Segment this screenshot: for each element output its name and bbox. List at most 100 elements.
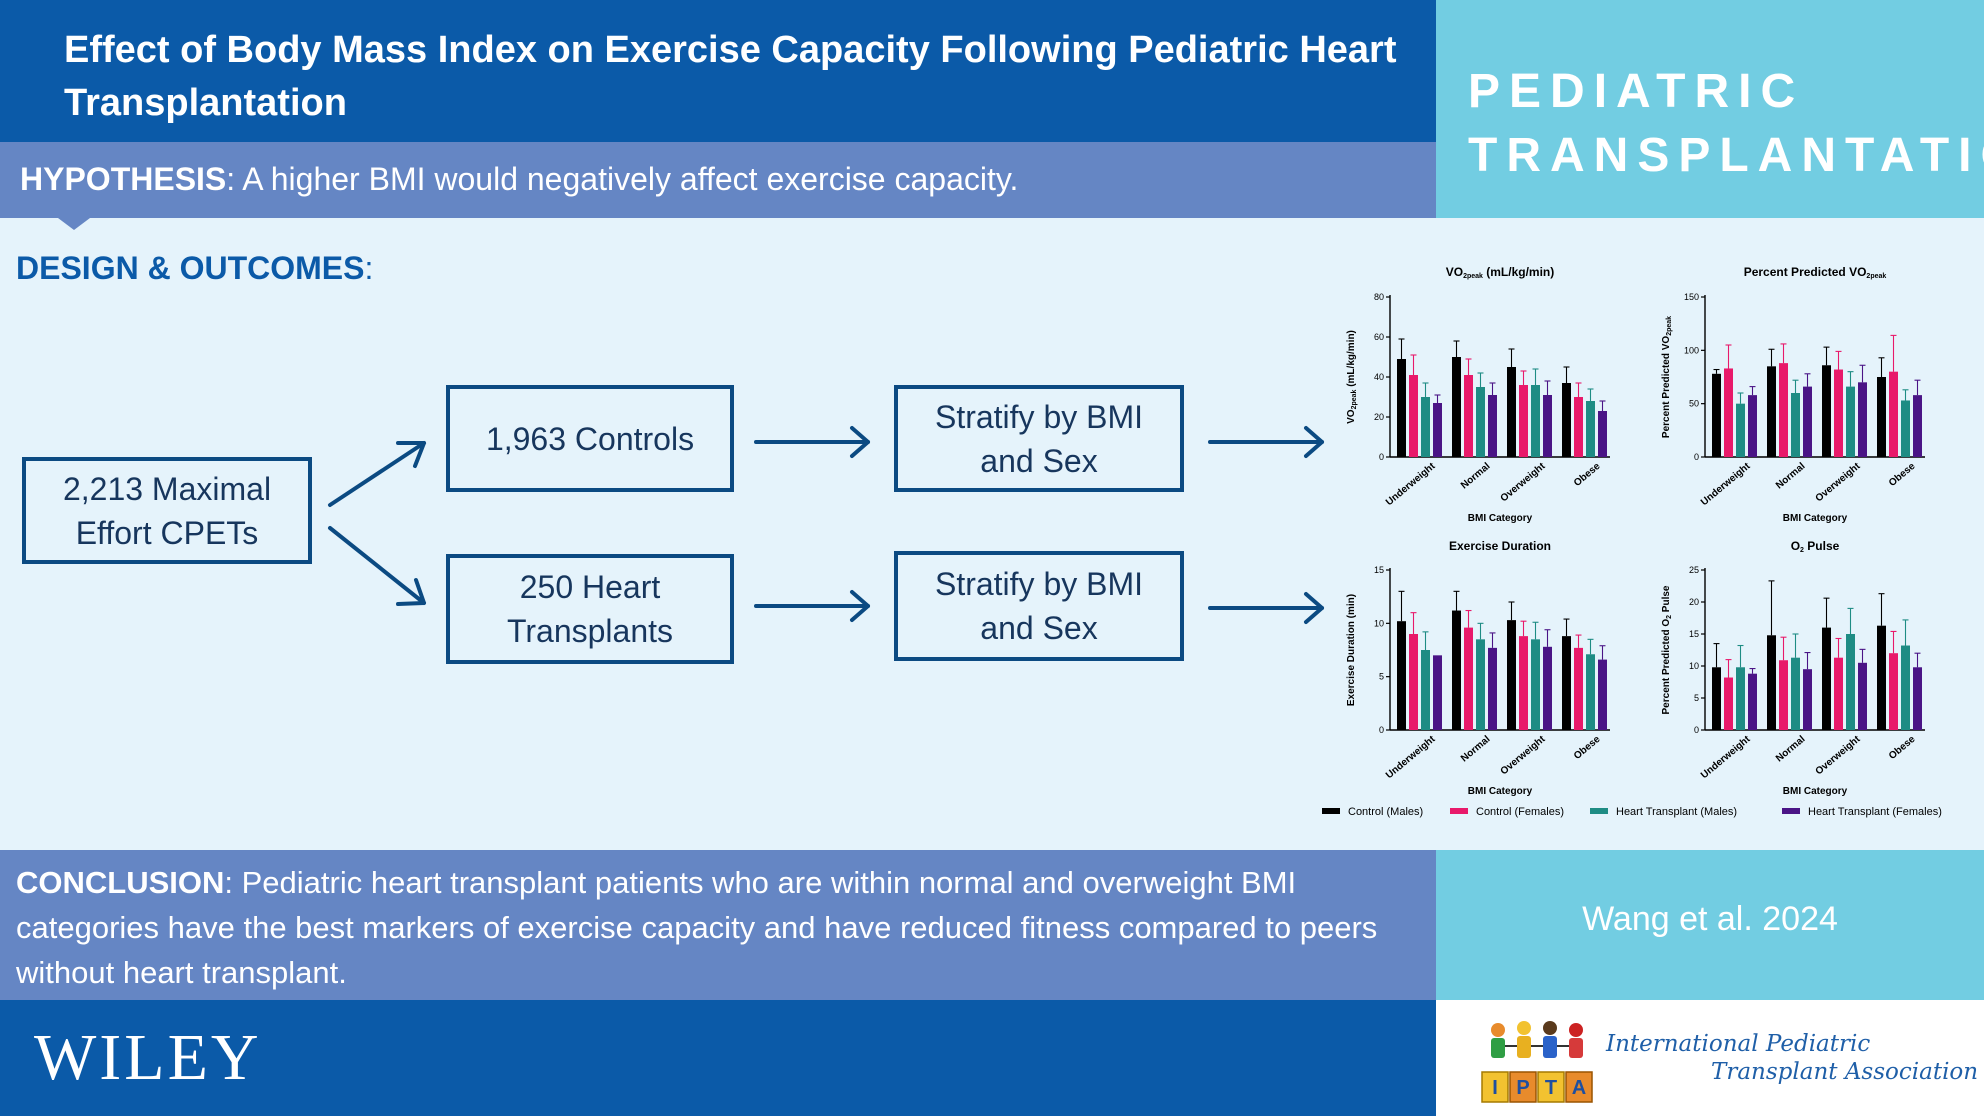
y-tick-label: 5 <box>1379 672 1384 682</box>
chart-3-title: Exercise Duration <box>1449 539 1551 553</box>
y-tick-label: 0 <box>1694 725 1699 735</box>
hypothesis-band: HYPOTHESIS: A higher BMI would negativel… <box>0 142 1436 218</box>
bar <box>1421 397 1430 457</box>
y-tick-label: 0 <box>1379 452 1384 462</box>
chart-3: Exercise Duration 0 5 10 15 Exercise Duration… <box>1346 539 1610 797</box>
ipta-letter-t: T <box>1545 1077 1557 1099</box>
page-title: Effect of Body Mass Index on Exercise Ca… <box>64 29 1397 124</box>
x-tick-label: Overweight <box>1814 460 1863 504</box>
ipta-blocks-icon <box>1481 1071 1593 1103</box>
journal-name-line2: TRANSPLANTATION <box>1468 129 1984 182</box>
y-tick-label: 40 <box>1374 372 1384 382</box>
bar <box>1574 397 1583 457</box>
bar <box>1846 634 1855 730</box>
legend-label: Control (Males) <box>1348 806 1423 818</box>
bar <box>1791 657 1800 730</box>
hypothesis-label: HYPOTHESIS <box>20 161 227 197</box>
bar <box>1421 650 1430 730</box>
design-label: DESIGN & OUTCOMES <box>16 250 365 286</box>
cpets-box: 2,213 Maximal Effort CPETs <box>22 457 312 564</box>
legend-label: Heart Transplant (Males) <box>1616 806 1737 818</box>
bar <box>1913 667 1922 730</box>
transplants-box-label: 250 Heart Transplants <box>507 569 673 649</box>
bar <box>1464 627 1473 730</box>
bar <box>1598 411 1607 457</box>
y-tick-label: 5 <box>1694 693 1699 703</box>
hypothesis-notch <box>58 218 90 230</box>
bar <box>1433 403 1442 457</box>
chart-1: VO2peak (mL/kg/min) 0 20 40 60 80 VO2peak (mL/… <box>1346 265 1610 524</box>
citation-text: Wang et al. 2024 <box>1582 900 1838 938</box>
chart-4-title: O2 Pulse <box>1791 539 1840 554</box>
bar <box>1574 647 1583 730</box>
bar <box>1476 639 1485 730</box>
legend-label: Heart Transplant (Females) <box>1808 806 1942 818</box>
design-outcomes-heading: DESIGN & OUTCOMES: <box>16 250 373 287</box>
bar <box>1767 366 1776 457</box>
y-tick-label: 150 <box>1684 292 1699 302</box>
stratify-box-controls: Stratify by BMI and Sex <box>894 385 1184 492</box>
legend-swatch <box>1782 808 1800 814</box>
bar <box>1822 627 1831 730</box>
y-tick-label: 25 <box>1689 565 1699 575</box>
conclusion-label: CONCLUSION <box>16 865 225 900</box>
y-tick-label: 0 <box>1694 452 1699 462</box>
x-tick-label: Obese <box>1572 461 1603 489</box>
bar <box>1791 393 1800 457</box>
bar <box>1858 382 1867 457</box>
ipta-letter-a: A <box>1572 1077 1586 1099</box>
bar <box>1803 386 1812 457</box>
y-tick-label: 20 <box>1689 597 1699 607</box>
ipta-kids-icon <box>1491 1021 1583 1058</box>
bar <box>1779 660 1788 730</box>
bar <box>1858 662 1867 730</box>
x-tick-label: Obese <box>1887 461 1918 489</box>
bar <box>1889 653 1898 730</box>
bar <box>1464 375 1473 457</box>
y-tick-label: 50 <box>1689 399 1699 409</box>
chart-2-title: Percent Predicted VO2peak <box>1744 265 1887 280</box>
x-tick-label: Underweight <box>1384 460 1438 508</box>
bar <box>1543 646 1552 730</box>
x-tick-label: Obese <box>1572 734 1603 762</box>
x-tick-label: Obese <box>1887 734 1918 762</box>
chart-4-x-label: BMI Category <box>1783 786 1848 797</box>
arrow-stratify-to-charts-bottom <box>1208 592 1324 624</box>
arrow-controls-to-stratify <box>754 426 870 458</box>
chart-legend: Control (Males) Control (Females) Heart Tr… <box>1322 806 1942 818</box>
association-band: I P T A International Pediatric Transpla… <box>1436 1000 1984 1116</box>
legend-swatch <box>1590 808 1608 814</box>
journal-name: PEDIATRIC TRANSPLANTATION <box>1468 60 1984 188</box>
bar <box>1736 403 1745 457</box>
results-charts: VO2peak (mL/kg/min) 0 20 40 60 80 VO2peak (mL/… <box>1322 265 1942 818</box>
bar <box>1507 367 1516 457</box>
bar <box>1452 610 1461 730</box>
bar <box>1724 677 1733 730</box>
bar <box>1409 634 1418 730</box>
hypothesis-body: : A higher BMI would negatively affect e… <box>226 161 1019 197</box>
bar <box>1562 383 1571 457</box>
conclusion-body: : Pediatric heart transplant patients wh… <box>16 865 1378 990</box>
journal-name-line1: PEDIATRIC <box>1468 65 1805 118</box>
bar <box>1712 373 1721 457</box>
chart-2-x-label: BMI Category <box>1783 513 1848 524</box>
y-tick-label: 10 <box>1689 661 1699 671</box>
x-tick-label: Overweight <box>1499 733 1548 777</box>
chart-1-x-label: BMI Category <box>1468 513 1533 524</box>
y-tick-label: 60 <box>1374 332 1384 342</box>
x-tick-label: Underweight <box>1384 733 1438 781</box>
bar <box>1712 667 1721 730</box>
y-tick-label: 10 <box>1374 618 1384 628</box>
bar <box>1913 395 1922 457</box>
y-tick-label: 15 <box>1689 629 1699 639</box>
bar <box>1889 371 1898 457</box>
bar <box>1901 400 1910 457</box>
chart-1-y-label: VO2peak (mL/kg/min) <box>1346 330 1358 424</box>
chart-3-y-label: Exercise Duration (min) <box>1346 594 1357 706</box>
bar <box>1488 395 1497 457</box>
chart-2: Percent Predicted VO2peak 0 50 100 150 Percen… <box>1661 265 1925 524</box>
bar <box>1476 387 1485 457</box>
bar <box>1488 647 1497 730</box>
chart-1-title: VO2peak (mL/kg/min) <box>1446 265 1555 280</box>
